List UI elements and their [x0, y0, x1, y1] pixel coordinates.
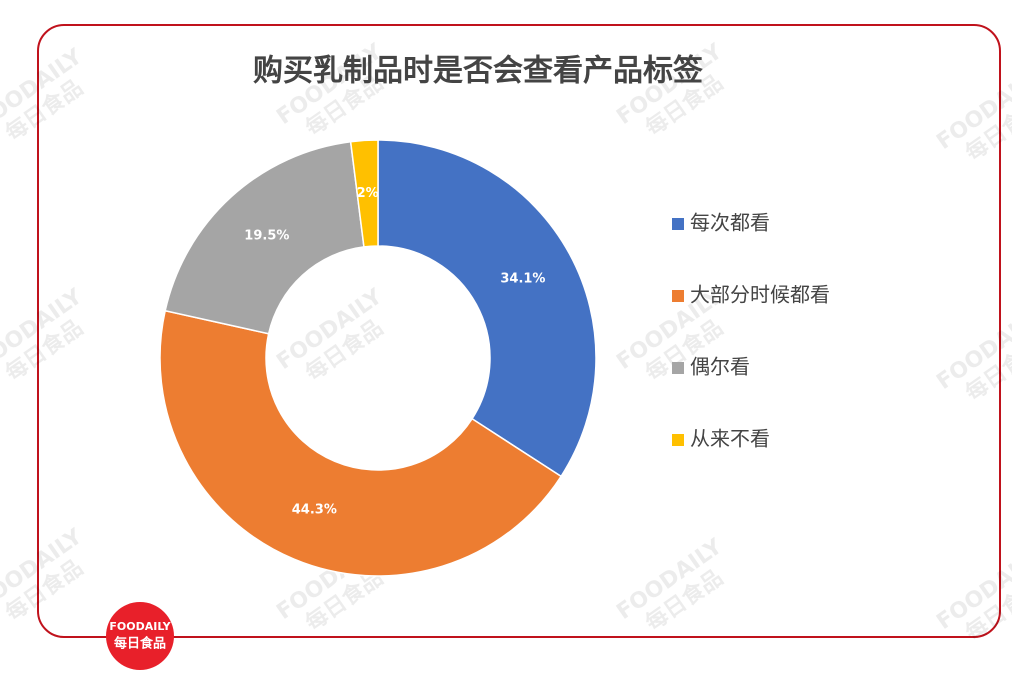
legend-swatch: [672, 218, 684, 230]
legend-label: 大部分时候都看: [690, 283, 830, 307]
donut: 34.1% 44.3% 19.5% 2%: [159, 139, 597, 577]
data-label: 34.1%: [500, 272, 545, 287]
donut-slice: [159, 309, 563, 577]
legend-swatch: [672, 362, 684, 374]
legend-label: 从来不看: [690, 427, 770, 451]
data-label: 2%: [357, 186, 379, 201]
legend-label: 偶尔看: [690, 355, 750, 379]
donut-slice: [349, 139, 379, 248]
logo-name: 每日食品: [114, 636, 166, 652]
chart-title: 购买乳制品时是否会查看产品标签: [253, 54, 703, 89]
data-label: 44.3%: [292, 503, 337, 518]
logo: FOODAILY 每日食品: [106, 602, 174, 670]
donut-slice: [164, 140, 365, 335]
data-label: 19.5%: [244, 229, 289, 244]
donut-slice: [377, 139, 597, 478]
logo-brand: FOODAILY: [109, 620, 171, 633]
legend-swatch: [672, 434, 684, 446]
legend-label: 每次都看: [690, 211, 770, 235]
logo-badge: [106, 602, 174, 670]
legend-swatch: [672, 290, 684, 302]
